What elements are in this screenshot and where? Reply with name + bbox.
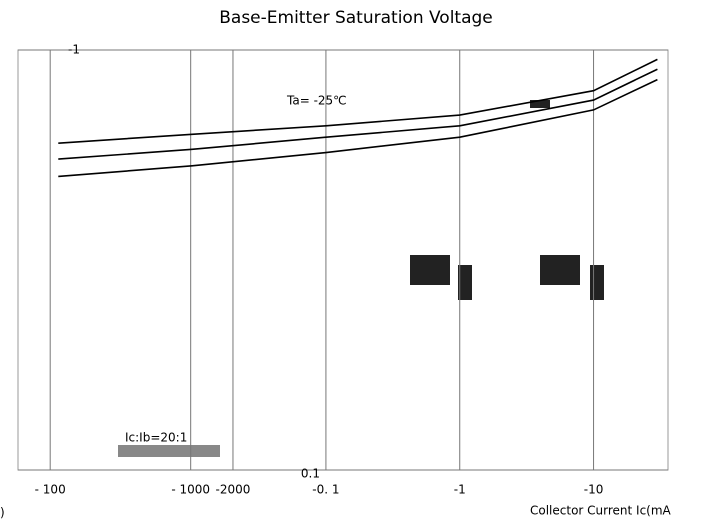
label-band — [118, 445, 220, 457]
annotation: Ic:Ib=20:1 — [125, 431, 187, 445]
noise-decoration — [410, 100, 604, 300]
y-tick-label: -1 — [68, 43, 80, 57]
series-line — [58, 58, 658, 144]
x-tick-label: - 100 — [35, 483, 66, 497]
x-tick-label: -1 — [454, 483, 466, 497]
series-line — [58, 78, 658, 178]
annotation: Ta= -25℃ — [286, 94, 347, 108]
x-tick-label: - 1000 — [171, 483, 210, 497]
chart-title: Base-Emitter Saturation Voltage — [219, 8, 493, 28]
series-line — [58, 68, 658, 160]
x-axis-label: ) — [0, 506, 5, 520]
y-tick-label: 0.1 — [301, 467, 320, 481]
x-axis-label: Collector Current Ic(mA — [530, 504, 672, 518]
x-tick-label: -10 — [584, 483, 604, 497]
x-tick-label: -2000 — [216, 483, 251, 497]
x-tick-label: -0. 1 — [312, 483, 339, 497]
